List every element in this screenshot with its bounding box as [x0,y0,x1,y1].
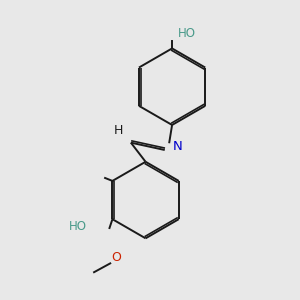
Text: HO: HO [178,27,196,40]
Text: H: H [114,124,124,137]
Text: O: O [111,251,121,264]
Text: HO: HO [69,220,87,233]
Text: N: N [173,140,182,153]
